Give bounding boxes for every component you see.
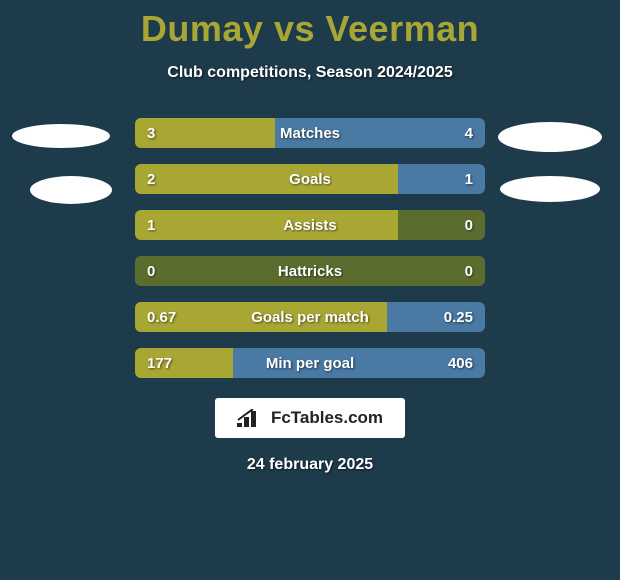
player-photo-placeholder — [12, 124, 110, 148]
stat-label: Matches — [135, 118, 485, 148]
stat-label: Assists — [135, 210, 485, 240]
player-photo-placeholder — [30, 176, 112, 204]
stat-value-right: 0 — [465, 256, 473, 286]
subtitle: Club competitions, Season 2024/2025 — [167, 64, 452, 82]
stat-label: Hattricks — [135, 256, 485, 286]
stat-value-right: 0 — [465, 210, 473, 240]
stat-row: 3Matches4 — [135, 118, 485, 148]
date-label: 24 february 2025 — [247, 456, 373, 474]
stat-label: Goals — [135, 164, 485, 194]
stats-list: 3Matches42Goals11Assists00Hattricks00.67… — [135, 118, 485, 378]
stat-value-right: 406 — [448, 348, 473, 378]
comparison-card: Dumay vs Veerman Club competitions, Seas… — [0, 0, 620, 580]
stat-label: Min per goal — [135, 348, 485, 378]
stat-value-right: 0.25 — [444, 302, 473, 332]
stat-row: 2Goals1 — [135, 164, 485, 194]
brand-icon — [237, 409, 263, 427]
brand-text: FcTables.com — [271, 408, 383, 428]
brand-badge[interactable]: FcTables.com — [215, 398, 405, 438]
stat-label: Goals per match — [135, 302, 485, 332]
stat-row: 1Assists0 — [135, 210, 485, 240]
stat-value-right: 1 — [465, 164, 473, 194]
player-photo-placeholder — [500, 176, 600, 202]
stat-row: 177Min per goal406 — [135, 348, 485, 378]
player-photo-placeholder — [498, 122, 602, 152]
stat-row: 0.67Goals per match0.25 — [135, 302, 485, 332]
stat-value-right: 4 — [465, 118, 473, 148]
page-title: Dumay vs Veerman — [141, 8, 479, 50]
stat-row: 0Hattricks0 — [135, 256, 485, 286]
